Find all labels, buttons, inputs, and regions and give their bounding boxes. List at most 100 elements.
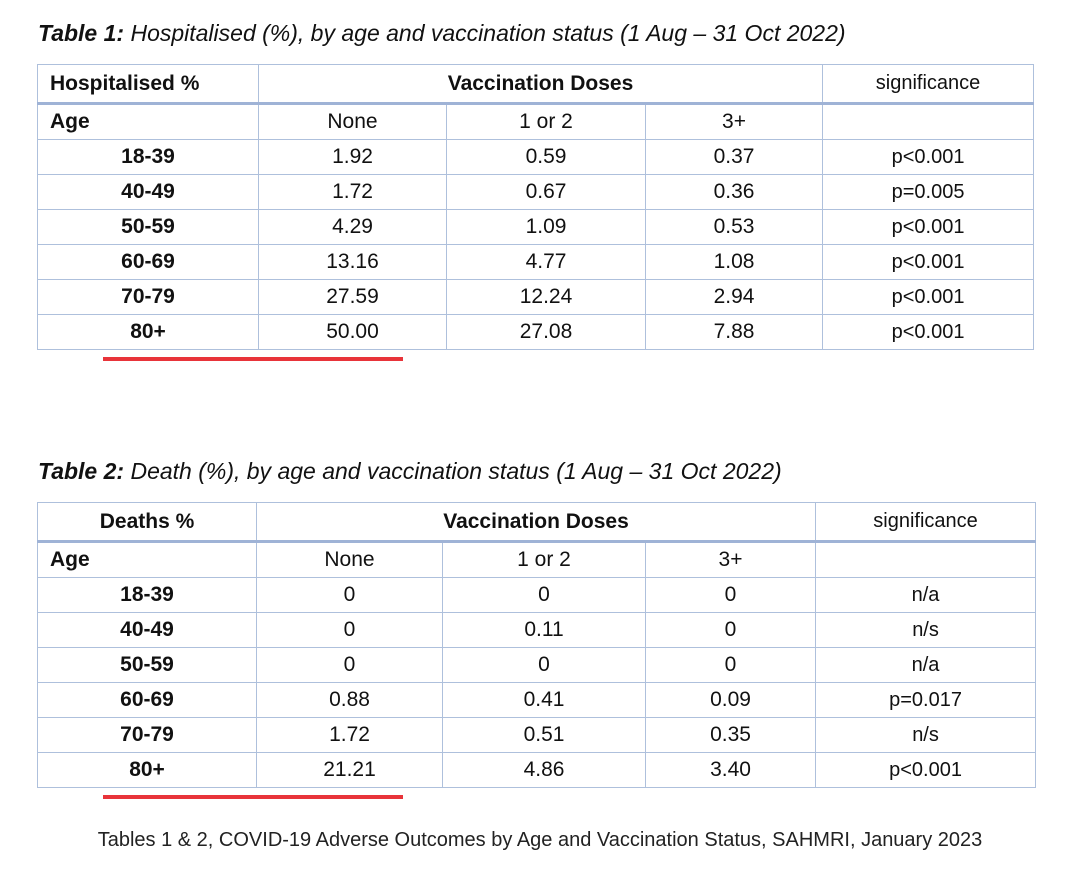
value-cell: 0	[644, 647, 817, 683]
group-header: Vaccination Doses	[255, 502, 817, 543]
table-row: 50-59 4.29 1.09 0.53 p<0.001	[37, 209, 1035, 245]
table-row: 60-69 13.16 4.77 1.08 p<0.001	[37, 244, 1035, 280]
table-row: 70-79 27.59 12.24 2.94 p<0.001	[37, 279, 1035, 315]
significance-cell: p<0.001	[815, 752, 1037, 788]
column-header: 3+	[644, 103, 824, 140]
table1-caption-text: Hospitalised (%), by age and vaccination…	[124, 20, 846, 46]
empty-cell	[815, 541, 1037, 578]
age-cell: 18-39	[37, 577, 257, 613]
significance-cell: p=0.017	[815, 682, 1037, 718]
value-cell: 2.94	[644, 279, 824, 315]
value-cell: 0.37	[644, 139, 824, 175]
value-cell: 1.92	[258, 139, 447, 175]
table-header-row: Hospitalised % Vaccination Doses signifi…	[37, 64, 1035, 105]
highlight-underline	[103, 357, 403, 361]
table-row: 18-39 0 0 0 n/a	[37, 577, 1037, 613]
value-cell: 0.35	[644, 717, 817, 753]
age-cell: 70-79	[37, 279, 259, 315]
table2-caption: Table 2: Death (%), by age and vaccinati…	[38, 458, 782, 485]
table-row: 80+ 21.21 4.86 3.40 p<0.001	[37, 752, 1037, 788]
significance-cell: p<0.001	[822, 279, 1035, 315]
value-cell: 0.09	[644, 682, 817, 718]
value-cell: 0	[644, 612, 817, 648]
empty-cell	[822, 103, 1035, 140]
value-cell: 0.59	[446, 139, 646, 175]
age-cell: 80+	[37, 314, 259, 350]
significance-header: significance	[815, 502, 1037, 543]
table-row: 40-49 1.72 0.67 0.36 p=0.005	[37, 174, 1035, 210]
value-cell: 13.16	[258, 244, 447, 280]
age-cell: 40-49	[37, 174, 259, 210]
table2-caption-text: Death (%), by age and vaccination status…	[124, 458, 782, 484]
value-cell: 1.08	[644, 244, 824, 280]
column-header: None	[258, 103, 447, 140]
value-cell: 1.72	[258, 174, 447, 210]
value-cell: 0	[442, 647, 646, 683]
significance-cell: p<0.001	[822, 139, 1035, 175]
significance-cell: n/s	[815, 612, 1037, 648]
age-cell: 50-59	[37, 209, 259, 245]
value-cell: 4.86	[442, 752, 646, 788]
value-cell: 0	[256, 612, 443, 648]
corner-header: Hospitalised %	[37, 64, 259, 105]
value-cell: 0.53	[644, 209, 824, 245]
table-row: 18-39 1.92 0.59 0.37 p<0.001	[37, 139, 1035, 175]
table1-caption: Table 1: Hospitalised (%), by age and va…	[38, 20, 846, 47]
table-row: 70-79 1.72 0.51 0.35 n/s	[37, 717, 1037, 753]
value-cell: 4.29	[258, 209, 447, 245]
corner-header: Deaths %	[37, 502, 257, 543]
value-cell: 21.21	[256, 752, 443, 788]
value-cell: 0.11	[442, 612, 646, 648]
significance-cell: p<0.001	[822, 244, 1035, 280]
source-caption: Tables 1 & 2, COVID-19 Adverse Outcomes …	[97, 829, 983, 851]
table-row: 60-69 0.88 0.41 0.09 p=0.017	[37, 682, 1037, 718]
table-row: 80+ 50.00 27.08 7.88 p<0.001	[37, 314, 1035, 350]
table1-caption-label: Table 1:	[38, 20, 125, 46]
significance-cell: p<0.001	[822, 209, 1035, 245]
age-cell: 50-59	[37, 647, 257, 683]
value-cell: 0.88	[256, 682, 443, 718]
value-cell: 4.77	[446, 244, 646, 280]
value-cell: 50.00	[258, 314, 447, 350]
table-row: 40-49 0 0.11 0 n/s	[37, 612, 1037, 648]
column-header: 1 or 2	[442, 541, 646, 578]
value-cell: 3.40	[644, 752, 817, 788]
significance-cell: p<0.001	[822, 314, 1035, 350]
significance-cell: n/s	[815, 717, 1037, 753]
table-row: 50-59 0 0 0 n/a	[37, 647, 1037, 683]
group-header: Vaccination Doses	[257, 64, 824, 105]
value-cell: 12.24	[446, 279, 646, 315]
hospitalised-table: Hospitalised % Vaccination Doses signifi…	[37, 64, 1035, 350]
age-cell: 70-79	[37, 717, 257, 753]
value-cell: 1.72	[256, 717, 443, 753]
table-subheader-row: Age None 1 or 2 3+	[37, 541, 1037, 578]
deaths-table: Deaths % Vaccination Doses significance …	[37, 502, 1037, 788]
value-cell: 0	[256, 577, 443, 613]
value-cell: 27.08	[446, 314, 646, 350]
column-header: 1 or 2	[446, 103, 646, 140]
table-header-row: Deaths % Vaccination Doses significance	[37, 502, 1037, 543]
highlight-underline	[103, 795, 403, 799]
value-cell: 0.67	[446, 174, 646, 210]
age-label: Age	[37, 103, 259, 140]
column-header: 3+	[644, 541, 817, 578]
significance-header: significance	[822, 64, 1035, 105]
value-cell: 0.41	[442, 682, 646, 718]
table-subheader-row: Age None 1 or 2 3+	[37, 103, 1035, 140]
value-cell: 27.59	[258, 279, 447, 315]
value-cell: 0	[644, 577, 817, 613]
age-cell: 60-69	[37, 682, 257, 718]
value-cell: 7.88	[644, 314, 824, 350]
age-cell: 80+	[37, 752, 257, 788]
age-cell: 18-39	[37, 139, 259, 175]
age-cell: 40-49	[37, 612, 257, 648]
column-header: None	[256, 541, 443, 578]
significance-cell: n/a	[815, 577, 1037, 613]
age-label: Age	[37, 541, 257, 578]
significance-cell: p=0.005	[822, 174, 1035, 210]
value-cell: 0	[442, 577, 646, 613]
value-cell: 0.36	[644, 174, 824, 210]
value-cell: 0	[256, 647, 443, 683]
table2-caption-label: Table 2:	[38, 458, 125, 484]
value-cell: 1.09	[446, 209, 646, 245]
